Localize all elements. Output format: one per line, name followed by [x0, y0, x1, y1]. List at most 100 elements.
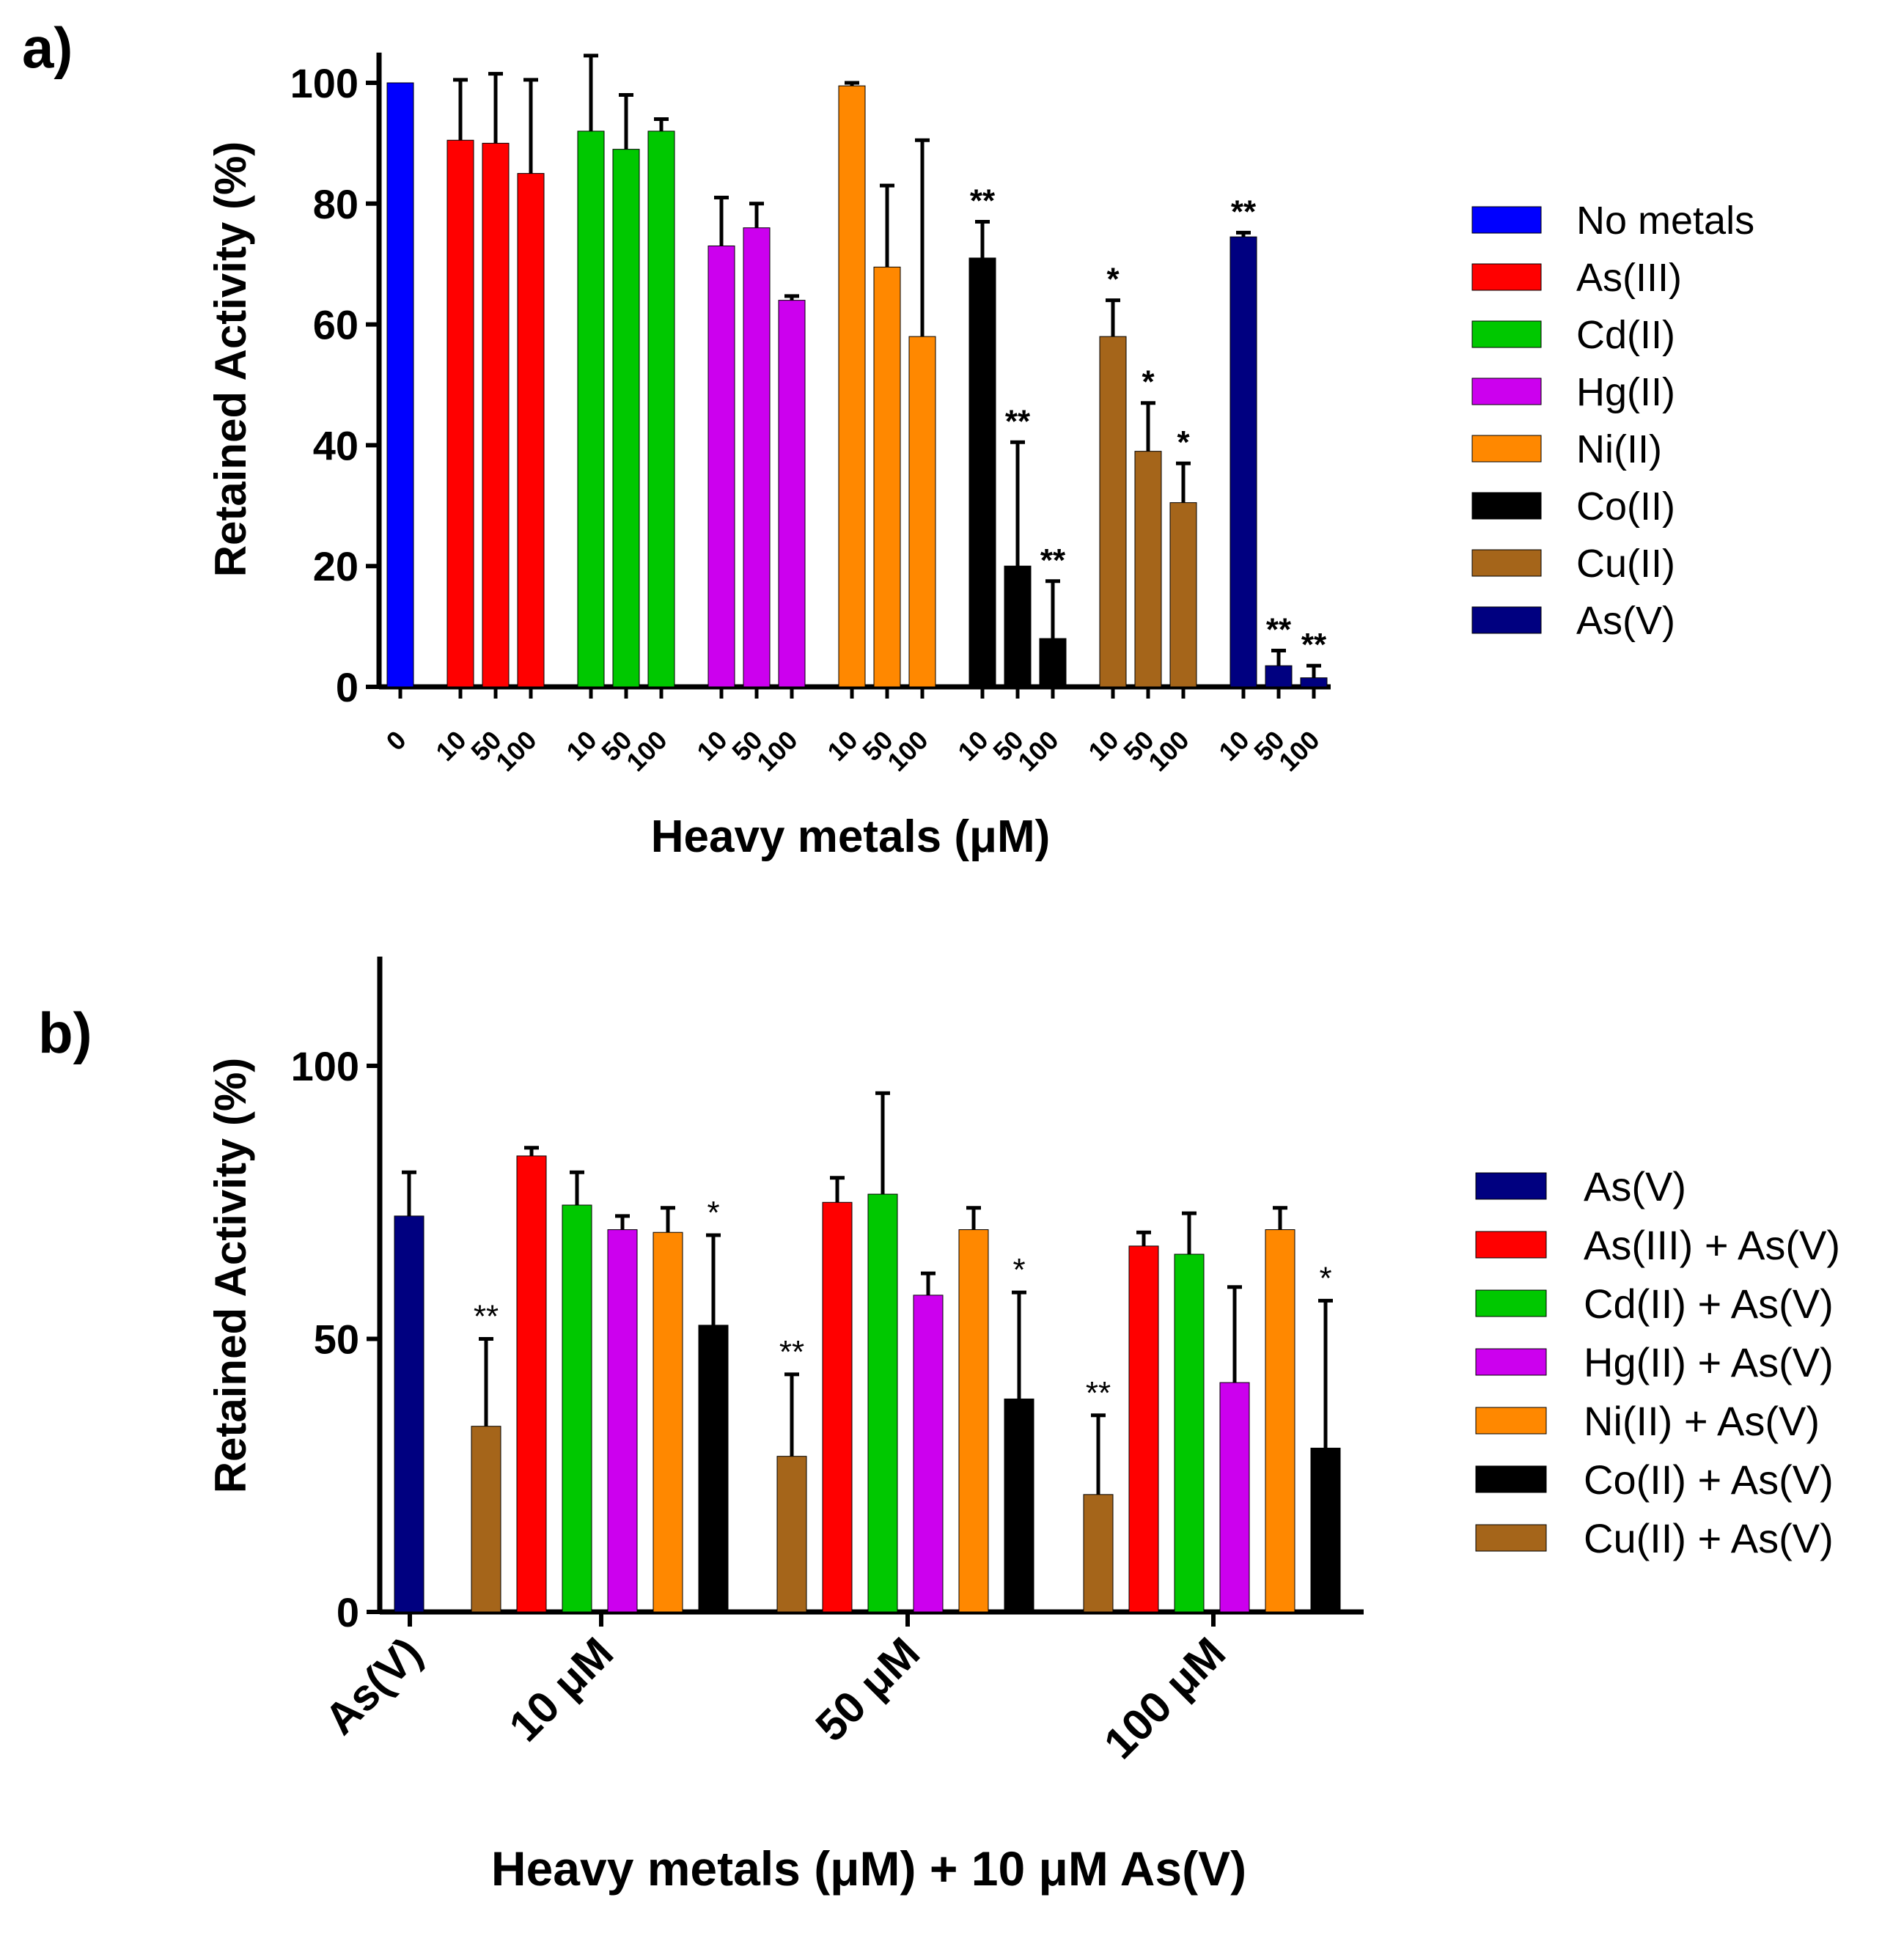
bar-cd-ii-50	[612, 149, 640, 688]
bar-hg-ii-as-v-50-m	[913, 1295, 944, 1613]
panel-a-x-tick-label: 100	[1142, 725, 1194, 777]
panel-a-x-tick-label: 100	[1273, 725, 1325, 777]
bar-co-ii-50	[1004, 565, 1032, 688]
panel-a-x-tick-label: 100	[881, 725, 933, 777]
legend-label-cd-ii: Cd(II)	[1576, 313, 1675, 357]
bar-as-iii-as-v-100-m	[1128, 1245, 1159, 1613]
legend-swatch-cu-ii-as-v	[1475, 1524, 1547, 1552]
panel-b-x-tick-label: 50 μM	[806, 1628, 930, 1751]
bar-as-iii-50	[482, 142, 510, 688]
bar-ni-ii-as-v-100-m	[1265, 1229, 1295, 1613]
legend-swatch-cd-ii	[1471, 320, 1542, 348]
legend-swatch-co-ii	[1471, 492, 1542, 520]
legend-label-co-ii: Co(II)	[1576, 485, 1675, 529]
bar-cu-ii-as-v-50-m	[776, 1456, 807, 1613]
significance-marker: **	[1301, 627, 1327, 663]
bar-cu-ii-50	[1134, 451, 1162, 688]
panel-b-x-tick-label: 10 μM	[500, 1628, 623, 1751]
panel-a-x-tick-label: 100	[1012, 725, 1064, 777]
significance-marker: **	[1005, 403, 1031, 439]
panel-a: a) Retained Activity (%) Heavy metals (μ…	[22, 15, 1754, 862]
panel-b-x-axis-label: Heavy metals (μM) + 10 μM As(V)	[491, 1841, 1246, 1896]
bar-as-v-10	[1229, 236, 1257, 688]
bar-as-iii-100	[517, 173, 545, 688]
bar-cd-ii-100	[647, 130, 675, 688]
legend-label-as-v: As(V)	[1584, 1163, 1686, 1209]
legend-label-ni-ii: Ni(II)	[1576, 427, 1662, 471]
panel-b-label: b)	[38, 1001, 92, 1065]
legend-label-ni-ii-as-v: Ni(II) + As(V)	[1584, 1398, 1820, 1444]
bar-hg-ii-50	[743, 227, 771, 688]
panel-a-x-tick-label: 100	[490, 725, 542, 777]
bar-as-iii-as-v-10-m	[516, 1155, 547, 1613]
bar-cu-ii-100	[1169, 502, 1197, 688]
bar-ni-ii-as-v-50-m	[958, 1229, 989, 1613]
bar-cd-ii-as-v-10-m	[562, 1204, 592, 1613]
legend-swatch-no-metals	[1471, 206, 1542, 234]
legend-label-as-v: As(V)	[1576, 599, 1675, 643]
significance-marker: *	[1012, 1252, 1025, 1288]
panel-b-y-tick-label: 100	[291, 1043, 359, 1089]
significance-marker: *	[1319, 1260, 1331, 1296]
bar-cu-ii-10	[1099, 336, 1127, 688]
legend-swatch-cd-ii-as-v	[1475, 1289, 1547, 1317]
bar-as-v-50	[1265, 665, 1293, 688]
legend-swatch-as-iii-as-v	[1475, 1231, 1547, 1259]
legend-swatch-as-iii	[1471, 263, 1542, 291]
bar-ni-ii-50	[873, 266, 901, 688]
legend-label-as-iii-as-v: As(III) + As(V)	[1584, 1222, 1840, 1268]
legend-label-no-metals: No metals	[1576, 199, 1754, 243]
panel-b-x-tick-label: 100 μM	[1095, 1628, 1235, 1768]
panel-a-y-tick-label: 0	[336, 664, 359, 710]
significance-marker: *	[1177, 424, 1190, 460]
significance-marker: **	[1086, 1375, 1111, 1411]
bar-co-ii-as-v-50-m	[1004, 1398, 1034, 1613]
significance-marker: **	[1231, 194, 1257, 229]
bar-as-v-100	[1300, 677, 1328, 688]
bar-cu-ii-as-v-100-m	[1083, 1494, 1114, 1613]
legend-swatch-as-v	[1475, 1172, 1547, 1200]
legend-swatch-as-v	[1471, 606, 1542, 634]
panel-a-x-tick-label: 100	[751, 725, 803, 777]
panel-a-y-tick-label: 100	[290, 60, 359, 106]
legend-swatch-hg-ii-as-v	[1475, 1348, 1547, 1376]
panel-b-legend: As(V) As(III) + As(V) Cd(II) + As(V) Hg(II)…	[1475, 1163, 1840, 1561]
legend-label-as-iii: As(III)	[1576, 256, 1682, 300]
significance-marker: **	[779, 1334, 804, 1370]
bar-cd-ii-as-v-50-m	[867, 1193, 898, 1613]
bar-co-ii-100	[1039, 638, 1067, 688]
legend-label-cu-ii: Cu(II)	[1576, 542, 1675, 586]
legend-label-cd-ii-as-v: Cd(II) + As(V)	[1584, 1281, 1834, 1327]
significance-marker: **	[1266, 612, 1292, 648]
legend-label-hg-ii-as-v: Hg(II) + As(V)	[1584, 1339, 1834, 1385]
bar-hg-ii-100	[778, 300, 806, 688]
panel-a-x-tick-label: 100	[620, 725, 672, 777]
legend-label-hg-ii: Hg(II)	[1576, 370, 1675, 414]
panel-a-label: a)	[22, 15, 73, 80]
panel-b-y-tick-label: 0	[337, 1589, 359, 1635]
bar-hg-ii-as-v-100-m	[1219, 1382, 1250, 1613]
legend-swatch-co-ii-as-v	[1475, 1465, 1547, 1493]
panel-b-y-tick-label: 50	[314, 1317, 359, 1363]
bar-co-ii-10	[968, 257, 996, 688]
significance-marker: **	[474, 1299, 499, 1335]
significance-marker: *	[1106, 262, 1120, 298]
panel-b-x-tick-label: As(V)	[315, 1628, 431, 1744]
panel-a-y-axis-label: Retained Activity (%)	[206, 141, 255, 578]
bar-ni-ii-100	[908, 336, 936, 688]
legend-label-cu-ii-as-v: Cu(II) + As(V)	[1584, 1515, 1834, 1561]
bar-co-ii-as-v-100-m	[1310, 1448, 1341, 1613]
significance-marker: *	[1142, 364, 1155, 400]
panel-a-x-tick-label: 0	[381, 725, 412, 756]
bar-as-iii-as-v-50-m	[822, 1201, 853, 1613]
bar-cd-ii-as-v-100-m	[1174, 1253, 1205, 1613]
panel-a-x-axis-label: Heavy metals (μM)	[651, 811, 1050, 862]
bar-hg-ii-as-v-10-m	[607, 1229, 638, 1613]
bar-hg-ii-10	[707, 245, 735, 688]
bar-as-v-as-v	[394, 1215, 424, 1613]
panel-a-y-tick-label: 40	[313, 422, 359, 468]
panel-a-legend: No metals As(III) Cd(II) Hg(II) Ni(II) Co(II)…	[1471, 199, 1754, 643]
significance-marker: **	[1040, 542, 1066, 578]
bar-ni-ii-10	[838, 85, 866, 688]
